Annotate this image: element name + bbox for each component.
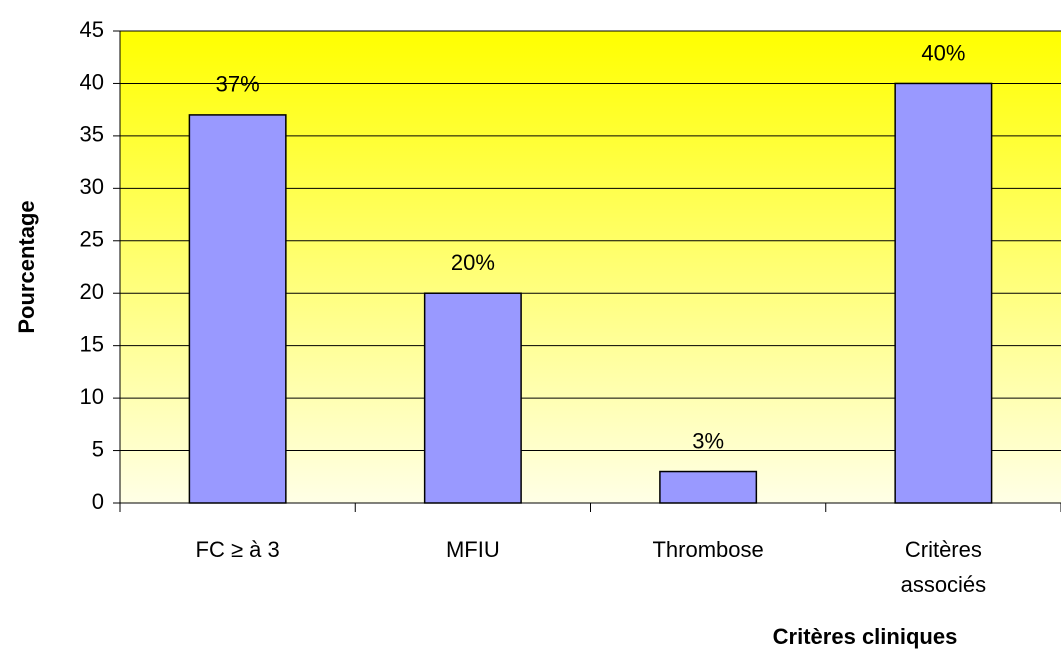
bar <box>188 114 287 504</box>
y-tick-label: 5 <box>92 436 104 461</box>
y-tick-label: 20 <box>80 279 104 304</box>
data-label: 20% <box>451 250 495 275</box>
x-tick-label: FC ≥ à 3 <box>196 537 280 562</box>
y-tick-label: 25 <box>80 227 104 252</box>
x-axis-label: Critères cliniques <box>773 624 958 649</box>
y-tick-label: 30 <box>80 174 104 199</box>
x-tick-label: MFIU <box>446 537 500 562</box>
bar <box>659 470 758 504</box>
bar <box>423 292 522 504</box>
y-tick-label: 10 <box>80 384 104 409</box>
y-axis-label: Pourcentage <box>14 200 39 333</box>
y-tick-label: 0 <box>92 489 104 514</box>
data-label: 37% <box>216 72 260 97</box>
y-tick-label: 40 <box>80 69 104 94</box>
data-label: 40% <box>921 40 965 65</box>
y-tick-label: 35 <box>80 122 104 147</box>
y-tick-label: 15 <box>80 331 104 356</box>
bar <box>894 82 993 504</box>
x-tick-label: Thrombose <box>652 537 763 562</box>
y-tick-label: 45 <box>80 17 104 42</box>
x-tick-label: Critères associés <box>901 537 987 597</box>
data-label: 3% <box>692 428 724 453</box>
